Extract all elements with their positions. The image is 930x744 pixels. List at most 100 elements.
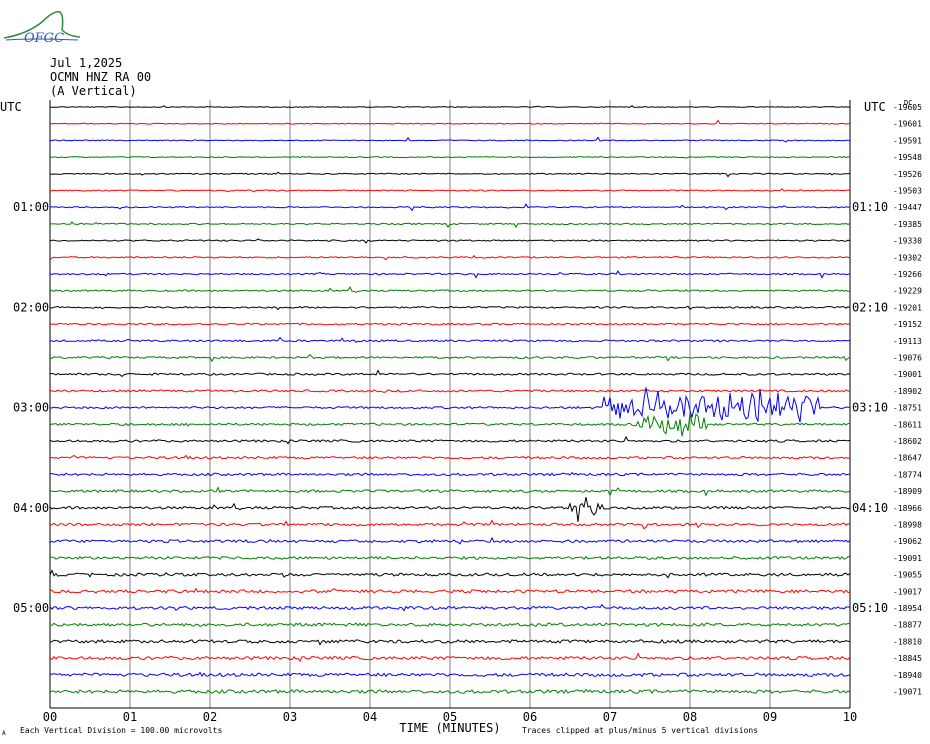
trace-23 — [49, 486, 851, 497]
right-time-label: 05:10 — [852, 601, 888, 615]
trace-11 — [49, 286, 851, 293]
logo-text: OFGC — [24, 31, 64, 44]
trace-18 — [49, 387, 851, 423]
trace-10 — [49, 270, 851, 279]
trace-15 — [49, 353, 851, 363]
trace-8 — [49, 238, 851, 244]
trace-28 — [49, 569, 851, 579]
trace-26 — [49, 536, 851, 545]
dc-offset-label: -19605 — [893, 103, 922, 112]
dc-offset-label: -18774 — [893, 470, 922, 479]
plot-date: Jul 1,2025 — [50, 56, 123, 70]
trace-9 — [49, 255, 851, 261]
footer-scale-note: Each Vertical Division = 100.00 microvol… — [20, 726, 222, 735]
left-time-label: 03:00 — [13, 401, 49, 415]
trace-2 — [49, 136, 851, 143]
dc-offset-label: -18966 — [893, 504, 922, 513]
dc-offset-label: -19017 — [893, 587, 922, 596]
trace-12 — [49, 305, 851, 311]
trace-27 — [49, 555, 851, 560]
trace-20 — [49, 435, 851, 445]
trace-13 — [49, 322, 851, 326]
trace-6 — [49, 203, 851, 212]
trace-31 — [49, 622, 851, 628]
x-tick-label: 00 — [43, 710, 57, 724]
right-time-label: 03:10 — [852, 401, 888, 415]
plot-station: OCMN HNZ RA 00 — [50, 70, 152, 84]
dc-offset-label: -18877 — [893, 621, 922, 630]
left-time-label: 01:00 — [13, 200, 49, 214]
left-time-label: 02:00 — [13, 300, 49, 314]
dc-offset-label: -19229 — [893, 287, 922, 296]
trace-5 — [49, 188, 851, 193]
trace-17 — [49, 389, 851, 393]
trace-7 — [49, 221, 851, 229]
dc-offset-label: -19601 — [893, 120, 922, 129]
right-time-label: 02:10 — [852, 300, 888, 314]
dc-offset-label: -19266 — [893, 270, 922, 279]
dc-offset-label: -19385 — [893, 220, 922, 229]
x-axis-title: TIME (MINUTES) — [399, 721, 500, 735]
trace-3 — [49, 156, 851, 159]
dc-offset-label: -19302 — [893, 253, 922, 262]
left-time-label: 04:00 — [13, 501, 49, 515]
dc-offset-label: -19113 — [893, 337, 922, 346]
dc-offset-label: -18998 — [893, 521, 922, 530]
trace-33 — [49, 652, 851, 663]
dc-offset-label: -19152 — [893, 320, 922, 329]
right-utc-label: UTC — [864, 100, 886, 114]
plot-component: (A Vertical) — [50, 84, 137, 98]
x-tick-label: 08 — [683, 710, 697, 724]
trace-30 — [49, 603, 851, 612]
dc-offset-label: -18954 — [893, 604, 922, 613]
trace-19 — [49, 413, 851, 437]
dc-offset-label: -18902 — [893, 387, 922, 396]
x-tick-label: 09 — [763, 710, 777, 724]
x-tick-label: 04 — [363, 710, 377, 724]
dc-offset-label: -19330 — [893, 237, 922, 246]
right-time-label: 01:10 — [852, 200, 888, 214]
trace-21 — [49, 454, 851, 460]
dc-offset-label: -19001 — [893, 370, 922, 379]
dc-offset-label: -19503 — [893, 187, 922, 196]
dc-offset-label: -19076 — [893, 354, 922, 363]
trace-34 — [49, 671, 851, 678]
dc-offset-label: -19055 — [893, 571, 922, 580]
label-group: UTC UTC DC 01:00 02:00 03:00 04:00 05:00 01:10 02… — [0, 99, 922, 737]
footer-mark: A — [2, 730, 6, 737]
dc-offset-label: -19548 — [893, 153, 922, 162]
trace-25 — [49, 519, 851, 530]
x-tick-label: 03 — [283, 710, 297, 724]
left-time-label: 05:00 — [13, 601, 49, 615]
dc-offset-label: -18810 — [893, 637, 922, 646]
x-tick-label: 07 — [603, 710, 617, 724]
dc-offset-label: -18602 — [893, 437, 922, 446]
dc-offset-label: -19447 — [893, 203, 922, 212]
dc-offset-label: -18611 — [893, 420, 922, 429]
trace-35 — [49, 688, 851, 695]
dc-offset-label: -18940 — [893, 671, 922, 680]
dc-offset-label: -19071 — [893, 688, 922, 697]
left-utc-label: UTC — [0, 100, 22, 114]
trace-14 — [49, 336, 850, 344]
trace-22 — [49, 471, 851, 477]
trace-group — [49, 105, 851, 695]
trace-29 — [49, 587, 850, 594]
trace-0 — [49, 105, 851, 108]
dc-offset-label: -18909 — [893, 487, 922, 496]
x-tick-label: 05 — [443, 710, 457, 724]
x-tick-label: 01 — [123, 710, 137, 724]
dc-offset-label: -18845 — [893, 654, 922, 663]
dc-offset-label: -19201 — [893, 303, 922, 312]
right-time-label: 04:10 — [852, 501, 888, 515]
dc-offset-label: -18647 — [893, 454, 922, 463]
trace-24 — [49, 497, 851, 522]
x-tick-label: 06 — [523, 710, 537, 724]
dc-offset-label: -18751 — [893, 404, 922, 413]
dc-label: DC — [904, 99, 912, 107]
x-tick-label: 10 — [843, 710, 857, 724]
trace-1 — [49, 119, 850, 125]
dc-offset-label: -19091 — [893, 554, 922, 563]
trace-16 — [49, 369, 851, 378]
